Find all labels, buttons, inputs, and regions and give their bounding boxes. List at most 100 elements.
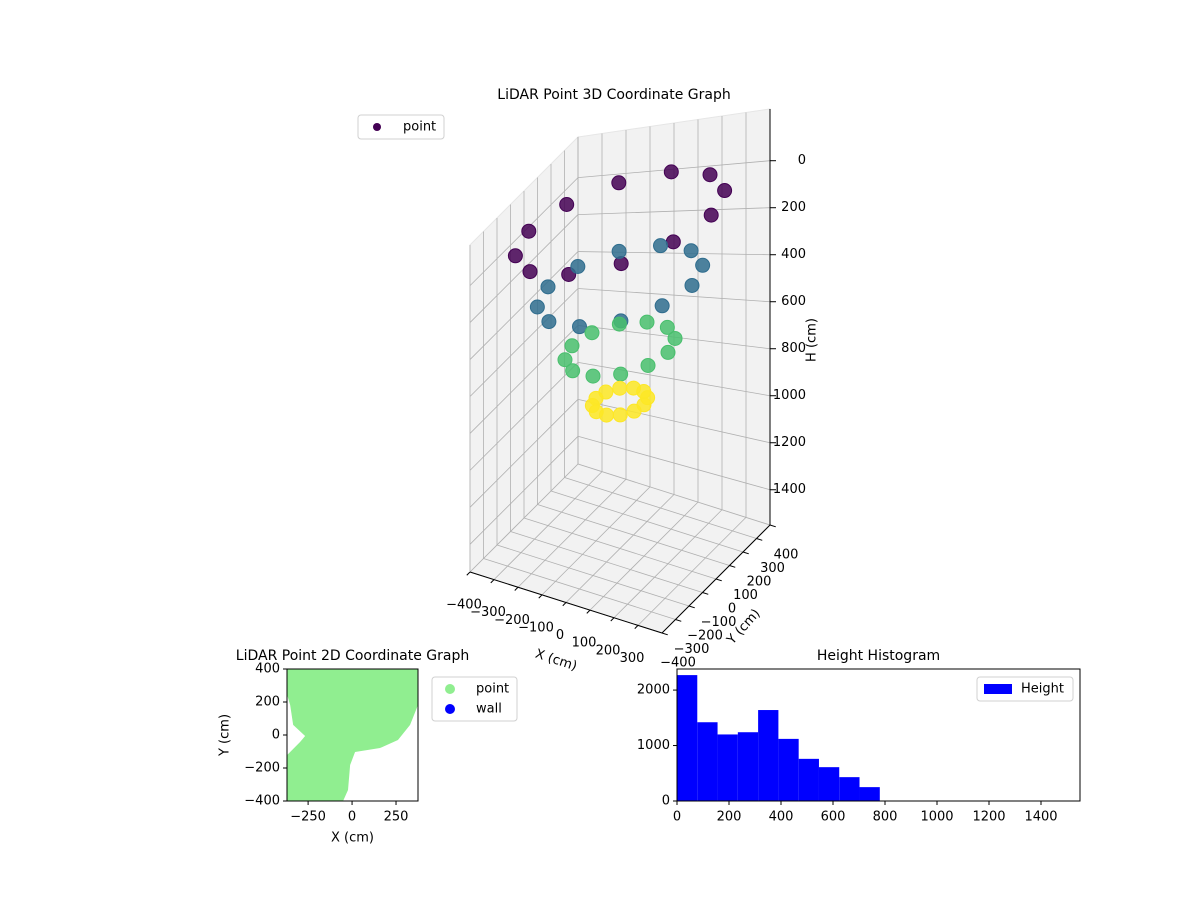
y-tick-label: 300 [760,561,785,576]
point [599,407,614,423]
grid-line [537,504,730,566]
grid-line [577,361,771,397]
grid-line [469,325,579,434]
legend-label: Height [1021,682,1064,697]
y-tick-label: 0 [662,794,670,809]
tick-mark [756,538,763,541]
x-axis-label: X (cm) [331,831,374,846]
tick-mark [742,551,749,555]
point [540,279,556,295]
grid-line [483,558,676,620]
y-tick-label: 400 [255,662,280,677]
y-tick-label: −400 [660,656,696,671]
tick-mark [715,578,722,582]
z-tick-label: 800 [781,341,806,356]
grid-line [510,531,703,593]
legend-label: point [476,682,509,697]
bar [818,767,840,801]
z-tick-label: 1400 [773,482,806,497]
z-tick-label: 1000 [773,388,806,403]
x-tick-label: 1400 [1024,810,1057,825]
point [521,223,537,239]
point [665,234,681,250]
y-tick-label: 400 [774,548,799,563]
bar [839,777,860,801]
grid-line [577,435,771,491]
point [559,196,575,212]
tick-mark [490,579,495,584]
x-tick-label: 250 [384,810,409,825]
x-tick-label: −100 [518,620,554,635]
point [626,403,642,419]
point [613,256,629,272]
legend-box [357,114,445,140]
grid-line [577,463,771,526]
x-tick-label: 600 [821,810,846,825]
grid-line [577,207,771,215]
grid-line [496,544,690,607]
tick-mark [769,524,776,528]
point [611,243,627,259]
y-tick-label: 200 [747,575,772,590]
legend-marker [445,684,455,694]
tick-mark [538,594,543,599]
bar [758,710,779,801]
tick-mark [634,625,639,629]
x-tick-label: −250 [290,810,326,825]
tick-mark [688,605,695,609]
chart-title: LiDAR Point 3D Coordinate Graph [497,87,730,103]
x-tick-label: 200 [717,810,742,825]
x-tick-label: −200 [494,613,530,628]
y-tick-label: −200 [244,761,280,776]
point [654,298,670,314]
bar [697,722,718,801]
point [695,257,711,273]
grid-line [550,490,744,553]
grid-line [469,251,579,360]
x-tick-label: −400 [446,598,482,613]
tick-mark [610,617,615,622]
legend-label: point [403,120,436,135]
grid-line [469,362,579,471]
y-tick-label: −300 [674,642,710,657]
legend-swatch [984,684,1012,694]
point [611,175,627,191]
x-tick-label: 1200 [972,810,1005,825]
point [565,363,581,379]
x-axis-line [469,571,663,634]
y-tick-label: 100 [733,588,758,603]
point [541,314,557,330]
point [522,264,538,280]
x-tick-label: 100 [572,636,597,651]
bar [859,787,880,801]
y-axis-label: Y (cm) [218,714,233,757]
point [639,314,655,330]
point [663,164,679,180]
point [684,277,700,293]
point [717,183,733,199]
tick-mark [675,619,682,622]
tick-mark [562,602,567,607]
point [660,344,676,360]
chart-title: LiDAR Point 2D Coordinate Graph [236,648,469,664]
x-tick-label: −300 [470,605,506,620]
point [611,316,627,332]
z-axis-label: H (cm) [805,318,820,362]
point [585,368,601,384]
y-tick-label: −400 [244,794,280,809]
x-tick-label: 200 [596,643,621,658]
axes-frame [676,668,1081,802]
y-tick-label: 200 [255,695,280,710]
z-tick-label: 200 [781,200,806,215]
grid-line [564,477,757,539]
x-tick-label: 300 [620,651,645,666]
point [612,407,628,423]
point [529,299,545,315]
legend-marker [373,123,381,131]
z-tick-label: 600 [781,294,806,309]
y-tick-label: 1000 [637,738,670,753]
tick-mark [702,592,709,595]
y-tick-label: −100 [701,615,737,630]
point [584,325,600,341]
